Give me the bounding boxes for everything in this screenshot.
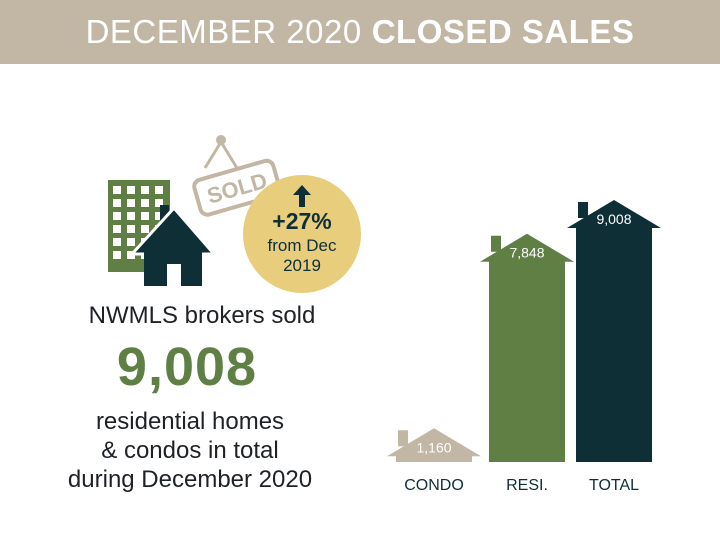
title-bold: CLOSED SALES (371, 13, 635, 50)
value-label: 1,160 (416, 439, 451, 455)
title-banner: DECEMBER 2020 CLOSED SALES (0, 0, 720, 64)
category-label: CONDO (404, 477, 464, 494)
sold-sign-icon: SOLD (192, 135, 282, 217)
sold-illustration: SOLD (108, 135, 282, 286)
category-label: RESI. (506, 477, 548, 494)
description-line-2: & condos in total (101, 437, 279, 464)
bar-chimney (491, 235, 501, 252)
bar-total (567, 200, 661, 462)
house-icon (128, 205, 218, 286)
category-label: TOTAL (589, 477, 639, 494)
description-line-3: during December 2020 (67, 466, 313, 493)
value-label: 7,848 (509, 245, 544, 261)
description-line-1: residential homes (95, 408, 285, 435)
summary-total: 9,008 (116, 337, 258, 397)
summary-description: residential homes & condos in total duri… (40, 407, 340, 494)
comparison-line-1: from Dec (267, 236, 337, 255)
bar-chimney (398, 430, 408, 447)
bar-chimney (578, 202, 588, 218)
comparison-line-2: 2019 (283, 256, 321, 275)
change-comparison: from Dec 2019 (243, 236, 361, 276)
closed-sales-chart: 1,160 CONDO 7,848 RESI. 9,008 TOTAL (387, 200, 661, 494)
change-badge: +27% from Dec 2019 (243, 175, 361, 293)
up-arrow-icon (293, 185, 311, 207)
bar-condo (387, 428, 481, 462)
value-label: 9,008 (596, 211, 631, 227)
change-percent: +27% (272, 208, 332, 234)
summary-lead: NWMLS brokers sold (88, 302, 316, 329)
bar-resi (480, 233, 574, 462)
title-light: DECEMBER 2020 (85, 13, 362, 50)
